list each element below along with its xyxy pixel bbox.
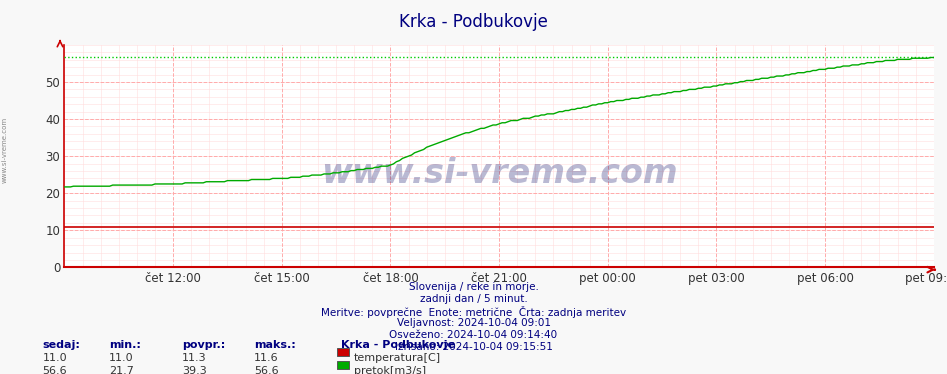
Text: zadnji dan / 5 minut.: zadnji dan / 5 minut.	[420, 294, 527, 304]
Text: Slovenija / reke in morje.: Slovenija / reke in morje.	[408, 282, 539, 292]
Text: www.si-vreme.com: www.si-vreme.com	[321, 157, 677, 190]
Text: 56.6: 56.6	[43, 366, 67, 374]
Text: Krka - Podbukovje: Krka - Podbukovje	[341, 340, 455, 350]
Text: 11.6: 11.6	[254, 353, 278, 364]
Text: povpr.:: povpr.:	[182, 340, 225, 350]
Text: 39.3: 39.3	[182, 366, 206, 374]
Text: 21.7: 21.7	[109, 366, 134, 374]
Text: 11.3: 11.3	[182, 353, 206, 364]
Text: Meritve: povprečne  Enote: metrične  Črta: zadnja meritev: Meritve: povprečne Enote: metrične Črta:…	[321, 306, 626, 318]
Text: www.si-vreme.com: www.si-vreme.com	[2, 117, 8, 183]
Text: 11.0: 11.0	[43, 353, 67, 364]
Text: min.:: min.:	[109, 340, 141, 350]
Text: maks.:: maks.:	[254, 340, 295, 350]
Text: Osveženo: 2024-10-04 09:14:40: Osveženo: 2024-10-04 09:14:40	[389, 330, 558, 340]
Text: sedaj:: sedaj:	[43, 340, 80, 350]
Text: Veljavnost: 2024-10-04 09:01: Veljavnost: 2024-10-04 09:01	[397, 318, 550, 328]
Text: 11.0: 11.0	[109, 353, 134, 364]
Text: pretok[m3/s]: pretok[m3/s]	[354, 366, 426, 374]
Text: Izrisano: 2024-10-04 09:15:51: Izrisano: 2024-10-04 09:15:51	[395, 342, 552, 352]
Text: 56.6: 56.6	[254, 366, 278, 374]
Text: Krka - Podbukovje: Krka - Podbukovje	[399, 13, 548, 31]
Text: temperatura[C]: temperatura[C]	[354, 353, 441, 364]
